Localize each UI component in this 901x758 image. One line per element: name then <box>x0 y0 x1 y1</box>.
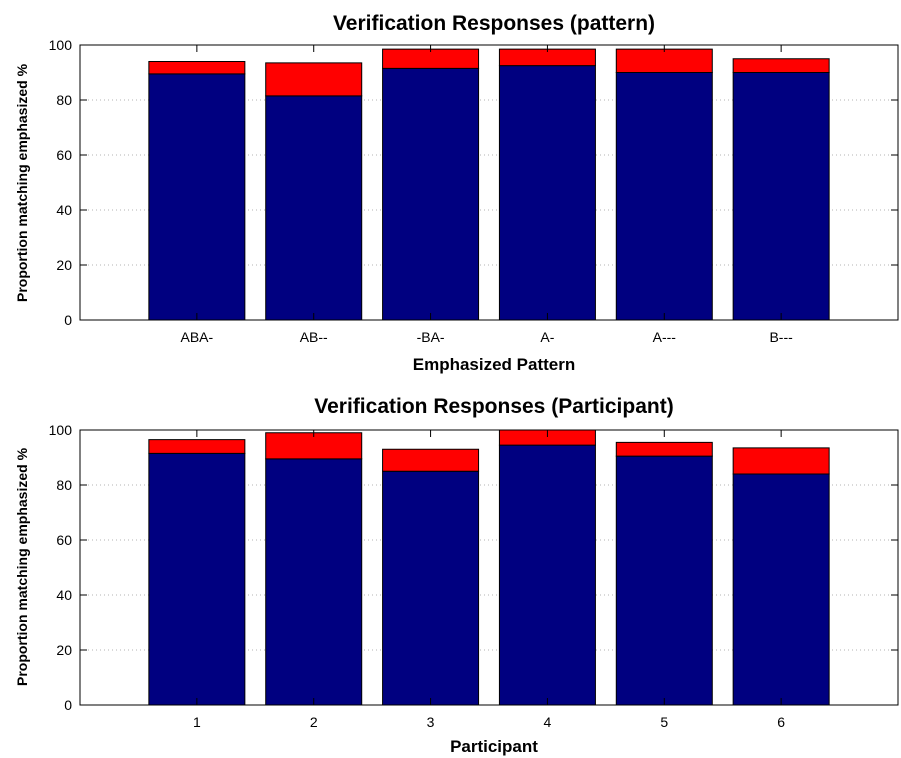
chart-pattern-xtick-label: A--- <box>653 329 677 345</box>
chart-pattern-bar-upper <box>265 62 363 97</box>
chart-participant-xtick-label: 1 <box>193 714 201 730</box>
chart-participant-bar-lower <box>732 473 830 706</box>
chart-pattern-bar-lower <box>265 95 363 321</box>
chart-participant-ytick-label: 100 <box>49 422 73 438</box>
chart-participant-bar-lower <box>265 458 363 706</box>
chart-participant-bar-upper <box>148 439 246 454</box>
chart-pattern-ylabel: Proportion matching emphasized % <box>14 63 30 302</box>
chart-participant-xtick-label: 4 <box>544 714 552 730</box>
chart-participant-ytick-label: 80 <box>56 477 72 493</box>
chart-pattern-xtick-label: ABA- <box>181 329 214 345</box>
chart-participant-plot: 0 20 40 60 80 100 1 2 3 4 5 6 <box>49 422 899 730</box>
chart-participant-title: Verification Responses (Participant) <box>314 395 673 418</box>
chart-participant-bar-upper <box>382 448 480 472</box>
chart-pattern-bar-lower <box>498 65 596 321</box>
chart-pattern-ytick-label: 40 <box>56 202 72 218</box>
chart-pattern-bar-upper <box>615 48 713 73</box>
chart-participant-bar-lower <box>148 452 246 706</box>
chart-pattern: Verification Responses (pattern) 0 20 40 60… <box>14 12 899 374</box>
chart-participant-xtick-label: 6 <box>777 714 785 730</box>
chart-participant-bar-upper <box>615 441 713 457</box>
chart-participant-xlabel: Participant <box>450 737 538 756</box>
chart-participant-bar-lower <box>382 470 480 706</box>
chart-pattern-bar-upper <box>382 48 480 69</box>
chart-participant-ytick-label: 40 <box>56 587 72 603</box>
chart-pattern-ytick-label: 20 <box>56 257 72 273</box>
chart-participant-ytick-label: 60 <box>56 532 72 548</box>
chart-pattern-xtick-label: -BA- <box>417 329 445 345</box>
chart-pattern-bar-lower <box>148 73 246 321</box>
chart-pattern-xtick-label: B--- <box>769 329 793 345</box>
chart-participant-xtick-label: 5 <box>660 714 668 730</box>
chart-pattern-bar-lower <box>615 72 713 321</box>
chart-participant-bar-lower <box>498 444 596 706</box>
chart-pattern-ytick-label: 60 <box>56 147 72 163</box>
chart-pattern-ytick-label: 0 <box>64 312 72 328</box>
chart-pattern-ytick-label: 100 <box>49 37 73 53</box>
chart-participant-bar-upper <box>265 432 363 460</box>
chart-participant-ytick-label: 20 <box>56 642 72 658</box>
chart-pattern-bar-upper <box>148 61 246 75</box>
chart-pattern-title: Verification Responses (pattern) <box>333 12 655 35</box>
chart-pattern-xtick-label: A- <box>540 329 554 345</box>
chart-participant-bar-lower <box>615 455 713 706</box>
chart-participant-xtick-label: 3 <box>427 714 435 730</box>
chart-participant-ytick-label: 0 <box>64 697 72 713</box>
chart-participant-bar-upper <box>732 447 830 475</box>
chart-pattern-ytick-label: 80 <box>56 92 72 108</box>
chart-participant-plot-frame <box>79 429 899 706</box>
chart-pattern-bar-lower <box>382 67 480 321</box>
chart-pattern-plot-frame <box>79 44 899 321</box>
chart-pattern-bar-lower <box>732 72 830 321</box>
chart-pattern-xtick-label: AB-- <box>300 329 328 345</box>
chart-participant-ylabel: Proportion matching emphasized % <box>14 447 30 686</box>
chart-pattern-bar-upper <box>732 58 830 73</box>
chart-pattern-plot: 0 20 40 60 80 100 ABA- AB-- -BA- A- A--- B--- <box>49 37 899 345</box>
chart-participant: Verification Responses (Participant) 0 20… <box>14 395 899 756</box>
chart-pattern-xlabel: Emphasized Pattern <box>413 355 576 374</box>
chart-participant-xtick-label: 2 <box>310 714 318 730</box>
